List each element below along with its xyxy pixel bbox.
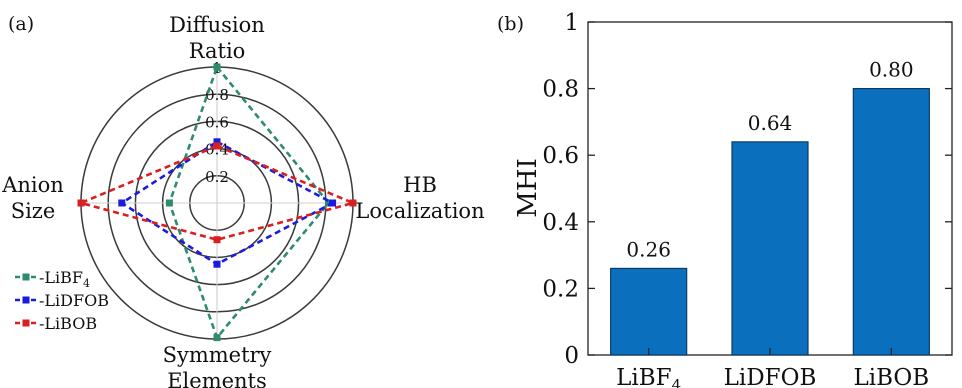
y-tick-label: 1 [564,10,579,36]
legend-item-libf4: -LiBF4 [15,268,90,290]
series-point [165,199,173,207]
axis-label-hb: HB [403,173,437,197]
panel-label-a: (a) [8,13,34,35]
axis-label-anion: Anion [1,173,64,197]
bar-libf4 [610,267,688,356]
series-point [349,199,357,207]
axis-label-hb: Localization [355,199,484,223]
radar-ring-label: 0.6 [205,113,229,131]
y-axis-label: MHI [513,158,543,218]
bar-value-label-libf4: 0.26 [626,237,671,261]
bars: 0.26 0.64 0.80 [610,58,930,356]
radar-spokes [81,67,353,339]
bar-panel: (b) 0 0.2 0.4 0.6 0.8 1 0.26 0.64 0.80 LiBF4 LiD… [497,10,953,388]
y-tick-label: 0.6 [542,143,579,169]
series-libf4 [165,63,333,342]
legend-item-lidfob: -LiDFOB [15,291,109,310]
y-axis-ticks: 0 0.2 0.4 0.6 0.8 1 [542,10,952,369]
series-point [329,199,337,207]
bar-value-label-lidfob: 0.64 [748,111,793,135]
x-tick-label-libob: LiBOB [853,365,929,388]
radar-series [77,63,357,342]
y-tick-label: 0 [564,343,579,369]
y-tick-label: 0.8 [542,77,579,103]
legend-label: -LiDFOB [39,291,109,310]
legend-marker [22,296,30,304]
x-tick-label-libf4: LiBF4 [616,365,681,388]
radar-ring-label: 0.2 [205,168,229,186]
y-tick-label: 0.4 [542,210,579,236]
legend-marker [22,273,30,281]
series-point [213,236,221,244]
axis-label-anion: Size [11,199,56,223]
series-point [77,199,85,207]
series-point [213,334,221,342]
series-line [168,64,331,341]
series-point [213,142,221,150]
bar-value-label-libob: 0.80 [869,58,914,82]
series-point [213,138,221,146]
legend-marker [22,319,30,327]
legend-label: -LiBF4 [39,268,90,290]
panel-label-b: (b) [497,13,524,35]
axis-label-symmetry: Elements [167,369,267,388]
axis-label-symmetry: Symmetry [163,343,272,367]
y-tick-label: 0.2 [542,276,579,302]
series-point [118,199,126,207]
axis-label-diffusion: Diffusion [169,13,265,37]
series-libob [77,142,357,244]
radar-legend: -LiBF4-LiDFOB -LiBOB [15,268,109,333]
legend-item-libob: -LiBOB [15,314,97,333]
series-lidfob [118,138,337,268]
x-tick-label-lidfob: LiDFOB [724,365,817,388]
x-axis-labels: LiBF4 LiDFOB LiBOB [616,348,929,388]
bar-libob [852,87,930,356]
axis-label-diffusion: Ratio [189,39,246,63]
series-point [325,199,333,207]
radar-panel: (a) 0.20.40.60.81 DiffusionRatioHBLocali… [1,13,484,388]
radar-ring-label: 0.8 [205,86,229,104]
bar-lidfob [731,141,809,356]
series-point [213,260,221,268]
legend-label: -LiBOB [39,314,97,333]
series-point [213,63,221,71]
